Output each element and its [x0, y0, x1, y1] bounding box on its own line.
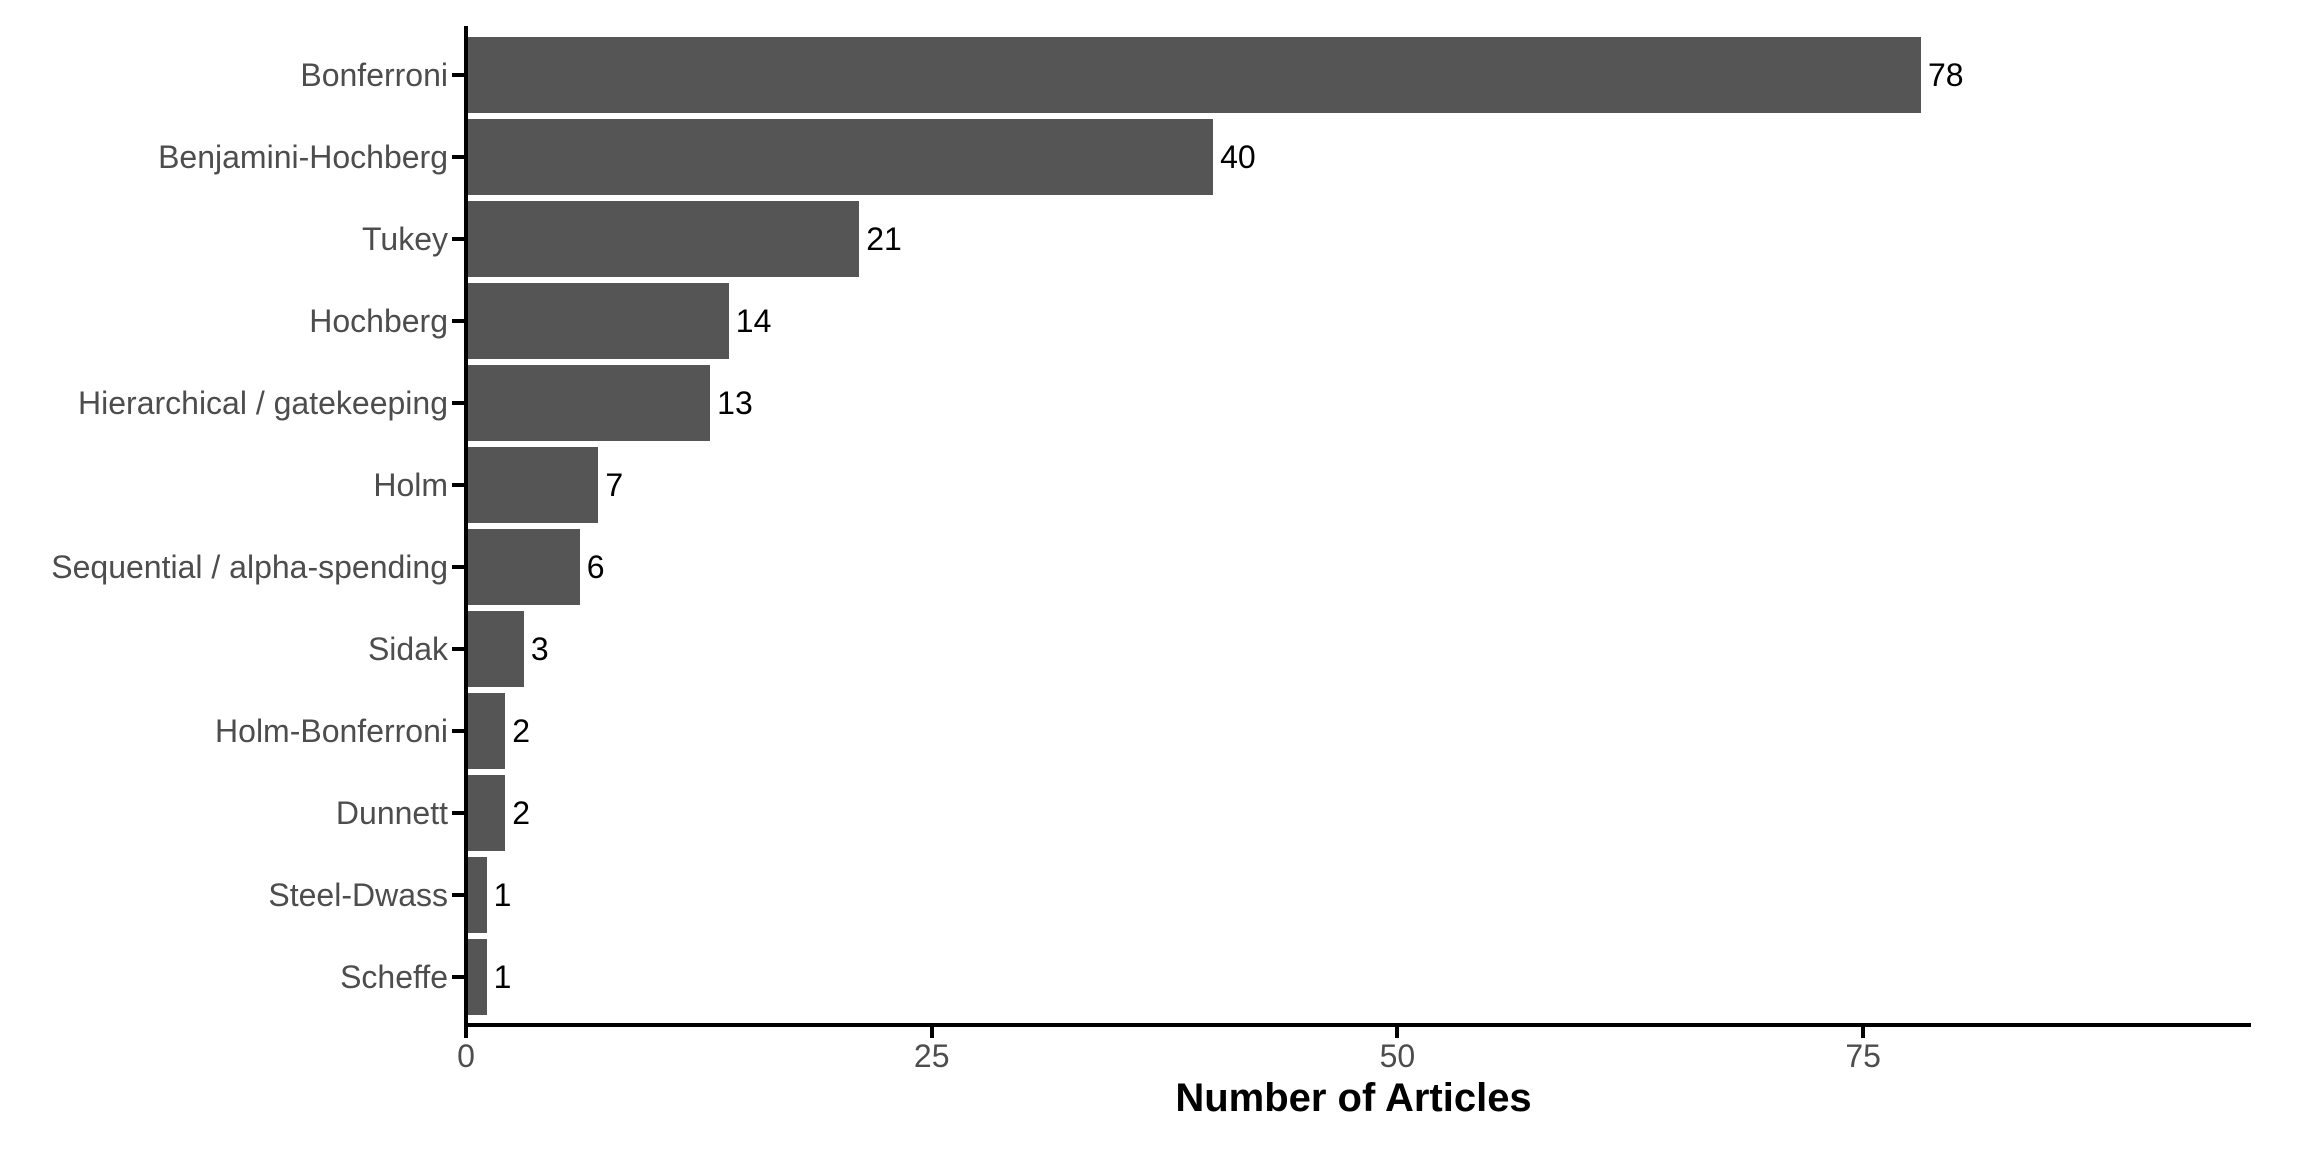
bar-value-label: 14: [735, 303, 772, 339]
category-tick: [452, 401, 464, 405]
category-tick: [452, 73, 464, 77]
category-tick: [452, 811, 464, 815]
x-axis-tick-label: 25: [913, 1038, 950, 1074]
bar-value-label: 40: [1220, 139, 1256, 175]
bar-value-label: 7: [605, 467, 624, 503]
category-tick: [452, 893, 464, 897]
x-axis-tick-label: 0: [457, 1038, 475, 1074]
bar-value-label: 21: [866, 221, 902, 257]
bar: [468, 447, 599, 523]
x-axis-tick: [1861, 1027, 1866, 1038]
category-label: Hierarchical / gatekeeping: [78, 385, 448, 421]
x-axis-tick-label: 50: [1379, 1038, 1416, 1074]
bar-value-label: 2: [512, 713, 531, 749]
bar: [468, 119, 1214, 195]
category-label: Tukey: [362, 221, 448, 257]
bar: [468, 283, 729, 359]
category-tick: [452, 975, 464, 979]
category-tick: [452, 729, 464, 733]
category-label: Sidak: [367, 631, 448, 667]
bar-value-label: 13: [717, 385, 753, 421]
category-label: Scheffe: [340, 959, 448, 995]
category-tick: [452, 155, 464, 159]
bar: [468, 775, 506, 851]
bar: [468, 693, 506, 769]
bar-value-label: 6: [586, 549, 605, 585]
x-axis-tick: [929, 1027, 934, 1038]
category-tick: [452, 647, 464, 651]
bar-value-label: 78: [1928, 57, 1964, 93]
bar-value-label: 2: [512, 795, 531, 831]
category-tick: [452, 319, 464, 323]
category-label: Steel-Dwass: [268, 877, 448, 913]
bar: [468, 939, 487, 1015]
bar: [468, 37, 1921, 113]
bar: [468, 611, 524, 687]
x-axis-tick: [1395, 1027, 1400, 1038]
category-label: Benjamini-Hochberg: [158, 139, 448, 175]
category-label: Hochberg: [309, 303, 448, 339]
x-axis-title: Number of Articles: [1175, 1076, 1532, 1120]
category-tick: [452, 237, 464, 241]
category-tick: [452, 565, 464, 569]
bar: [468, 529, 580, 605]
bar-value-label: 3: [530, 631, 549, 667]
x-axis-tick-label: 75: [1845, 1038, 1881, 1074]
category-label: Sequential / alpha-spending: [51, 549, 448, 585]
category-label: Holm-Bonferroni: [215, 713, 448, 749]
category-tick: [452, 483, 464, 487]
bar: [468, 365, 711, 441]
bar: [468, 201, 860, 277]
bar: [468, 857, 487, 933]
y-axis-line: [464, 26, 468, 1027]
x-axis-tick: [464, 1027, 468, 1038]
bar-value-label: 1: [493, 877, 512, 913]
category-label: Holm: [373, 467, 448, 503]
category-label: Bonferroni: [300, 57, 448, 93]
bar-value-label: 1: [493, 959, 512, 995]
category-label: Dunnett: [335, 795, 448, 831]
x-axis-line: [464, 1023, 2251, 1027]
